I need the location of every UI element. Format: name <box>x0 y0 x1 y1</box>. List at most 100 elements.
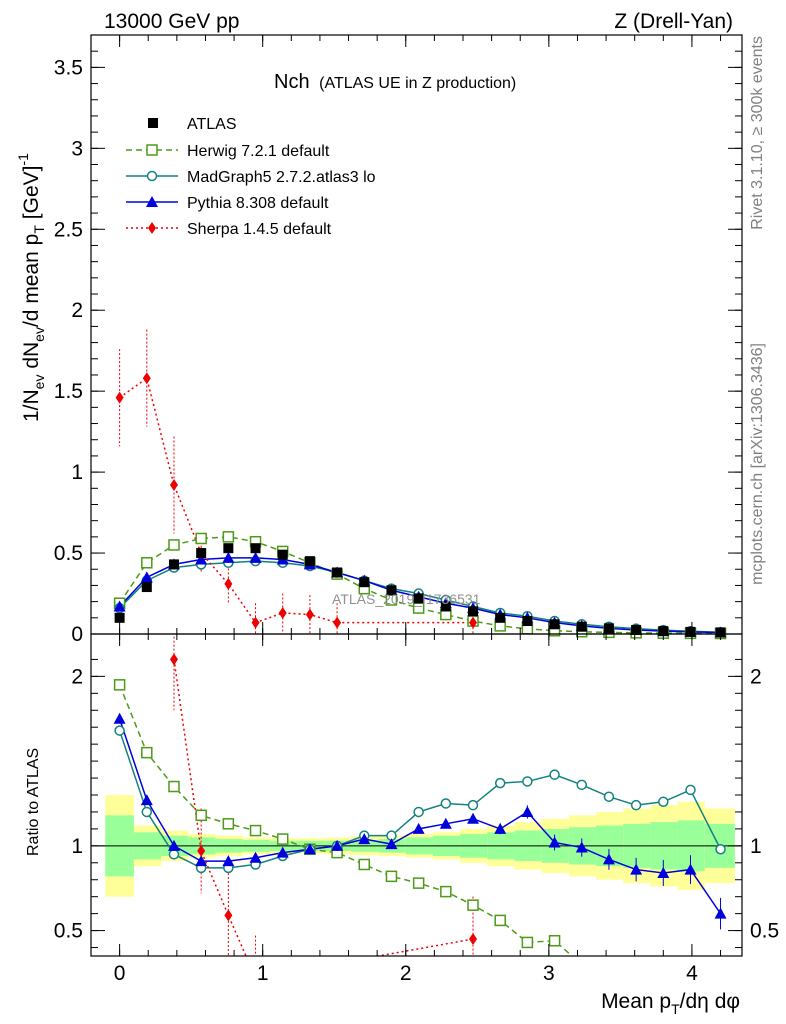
legend-marker-madgraph <box>146 170 158 182</box>
header-left: 13000 GeV pp <box>104 10 239 33</box>
ratio-y-axis-title: Ratio to ATLAS <box>25 748 42 856</box>
marker-atlas <box>250 543 261 554</box>
ratio-tick-label: 0.5 <box>54 920 83 943</box>
plot-title: Nch (ATLAS UE in Z production) <box>274 71 516 93</box>
legend-label-pythia: Pythia 8.308 default <box>187 195 329 212</box>
plot-title-main: Nch <box>274 71 310 93</box>
marker-pythia <box>222 551 235 563</box>
marker-sherpa <box>142 372 151 385</box>
ratio-marker-sherpa <box>469 933 478 946</box>
header-right: Z (Drell-Yan) <box>614 10 733 33</box>
marker-sherpa <box>305 608 314 621</box>
ratio-marker-pythia <box>113 712 126 724</box>
watermark: ATLAS_2019_I1736531 <box>332 591 481 607</box>
marker-atlas <box>495 612 506 623</box>
ratio-marker-herwig <box>548 934 561 947</box>
ratio-marker-herwig <box>577 959 587 969</box>
marker-atlas <box>522 616 533 627</box>
marker-atlas <box>223 543 234 554</box>
ratio-marker-madgraph <box>168 849 180 860</box>
marker-atlas <box>304 556 315 567</box>
legend-atlas-label: ATLAS <box>187 116 237 133</box>
legend-atlas-marker <box>148 118 158 128</box>
series-line-sherpa <box>119 376 474 624</box>
ratio-marker-madgraph <box>413 806 424 818</box>
ratio-marker-madgraph <box>715 843 726 855</box>
ratio-marker-herwig <box>385 870 398 883</box>
ratio-marker-pythia <box>412 822 425 834</box>
y-tick-label: 2 <box>71 299 83 322</box>
ratio-marker-madgraph <box>440 798 452 809</box>
ratio-marker-pythia <box>331 839 344 851</box>
ratio-marker-madgraph <box>467 799 479 811</box>
ratio-marker-pythia <box>548 836 561 848</box>
ratio-marker-herwig <box>113 679 126 691</box>
marker-sherpa <box>169 479 178 492</box>
y-tick-label: 0 <box>71 623 83 646</box>
marker-sherpa <box>278 606 287 619</box>
marker-sherpa <box>333 616 342 629</box>
y-tick-label: 1.5 <box>54 380 83 403</box>
ratio-marker-pythia <box>684 863 697 875</box>
marker-atlas <box>413 593 424 604</box>
legend-label-sherpa: Sherpa 1.4.5 default <box>187 221 332 238</box>
ratio-marker-herwig <box>467 899 479 911</box>
ratio-marker-pythia <box>630 863 643 875</box>
x-tick-label: 1 <box>257 962 269 985</box>
legend-marker-herwig <box>146 144 158 156</box>
ratio-marker-madgraph <box>549 769 560 780</box>
ratio-marker-pythia <box>714 907 727 919</box>
marker-sherpa <box>115 391 124 404</box>
y-tick-label: 1 <box>71 461 83 484</box>
marker-atlas <box>631 624 642 635</box>
ratio-tick-label: 2 <box>71 665 83 688</box>
ratio-marker-madgraph <box>141 806 153 818</box>
ratio-marker-pythia <box>467 812 480 824</box>
ratio-tick-label-right: 0.5 <box>750 920 779 943</box>
series-line-herwig <box>118 536 721 635</box>
ratio-marker-herwig <box>494 914 506 927</box>
ratio-marker-pythia <box>575 841 588 853</box>
marker-herwig <box>141 557 153 569</box>
ratio-marker-madgraph <box>603 791 615 802</box>
x-tick-label: 0 <box>114 962 126 985</box>
x-tick-label: 4 <box>686 962 698 985</box>
ratio-frame <box>90 633 743 957</box>
marker-atlas <box>332 567 343 578</box>
ratio-marker-pythia <box>494 822 507 834</box>
ratio-marker-madgraph <box>658 796 669 808</box>
marker-atlas <box>549 619 560 630</box>
ratio-marker-pythia <box>358 833 371 845</box>
legend-series: Herwig 7.2.1 default MadGraph5 2.7.2.atla… <box>126 143 376 238</box>
ratio-marker-madgraph <box>522 776 533 787</box>
ratio-tick-label-right: 2 <box>750 665 762 688</box>
marker-atlas <box>440 601 451 612</box>
ratio-marker-sherpa <box>224 909 233 922</box>
ratio-marker-pythia <box>167 839 180 851</box>
ratio-line-herwig <box>118 684 574 956</box>
ratio-marker-pythia <box>657 866 670 878</box>
y-axis-title: 1/Nev dNev/d mean pT [GeV]-1 <box>15 153 47 422</box>
ratio-marker-pythia <box>385 838 398 850</box>
marker-sherpa <box>251 616 260 629</box>
ratio-marker-madgraph <box>114 725 125 736</box>
main-axes: 0 0.5 1 1.5 2 2.5 3 3.5 <box>54 35 742 646</box>
y-tick-label: 2.5 <box>54 218 83 241</box>
marker-herwig <box>195 532 207 545</box>
ratio-panel: 0 1 2 3 4 0.5 0.5 1 1 2 2 <box>54 633 779 985</box>
marker-pythia <box>140 571 153 583</box>
ratio-marker-pythia <box>521 805 534 817</box>
marker-herwig <box>168 539 180 551</box>
legend-marker-sherpa <box>148 222 156 234</box>
y-tick-label: 3.5 <box>54 56 83 79</box>
ratio-marker-herwig <box>440 885 452 898</box>
side-note-mcplots: mcplots.cern.ch [arXiv:1306.3436] <box>749 343 766 585</box>
ratio-line-sherpa <box>173 659 474 956</box>
marker-atlas <box>386 585 397 596</box>
ratio-series-layer <box>113 634 727 969</box>
legend-marker-pythia <box>146 196 158 207</box>
x-axis-title: Mean pT/dη dφ <box>601 990 740 1017</box>
marker-atlas <box>277 549 288 560</box>
y-tick-label: 0.5 <box>54 542 83 565</box>
